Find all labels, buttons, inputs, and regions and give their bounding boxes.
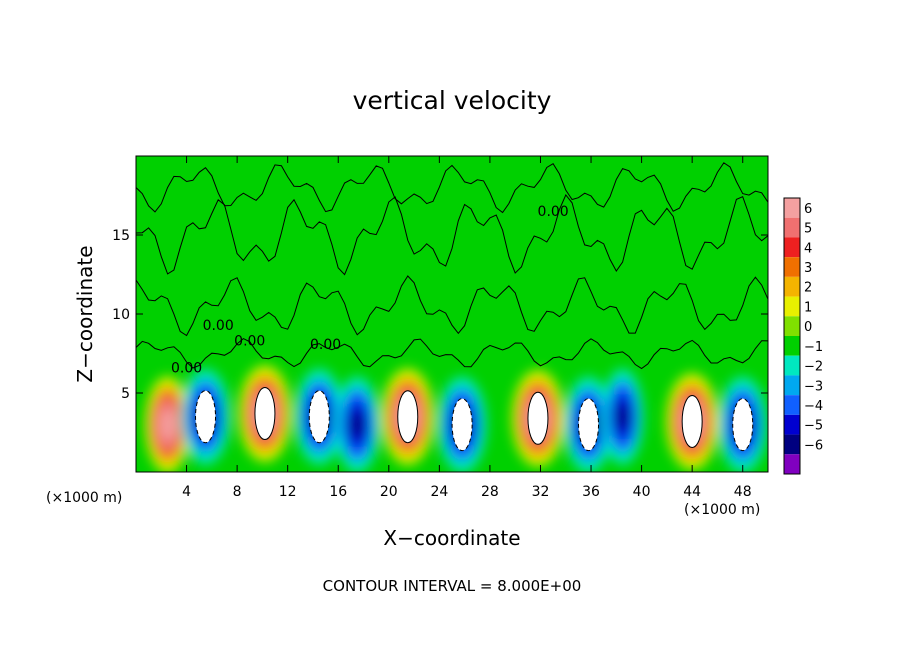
x-tick-label-28: 28 [481,484,499,500]
zero-contour-1 [136,275,768,337]
colorbar-swatch-1 [784,217,800,238]
x-axis-label: X−coordinate [383,526,521,550]
colorbar-swatch-7 [784,336,800,356]
y-tick-label-10: 10 [112,307,130,323]
colorbar-label-5: 1 [804,300,812,315]
colorbar-swatch-5 [784,296,800,317]
chart-title: vertical velocity [352,86,552,115]
colorbar-swatch-3 [784,257,800,277]
colorbar-label-12: −6 [804,438,823,453]
colorbar-swatch-13 [784,454,800,474]
y-tick-label-5: 5 [121,386,130,402]
contour-label-4: 0.00 [538,204,569,220]
contour-labels: 0.000.000.00 0.000.00 [171,204,569,376]
x-unit-label-left: (×1000 m) [46,490,123,506]
x-unit-label-right: (×1000 m) [684,502,761,518]
colorbar-swatch-11 [784,414,800,435]
velocity-cell-core-8 [578,398,600,452]
velocity-cell-core-7 [527,391,549,445]
colorbar-label-10: −4 [804,399,823,414]
colorbar-swatch-4 [784,276,800,297]
x-tick-label-44: 44 [683,484,701,500]
y-tick-label-15: 15 [112,228,130,244]
x-ticks: 4 8 12 16 20 24 28 32 36 40 44 48 [182,156,752,500]
colorbar-label-1: 5 [804,222,812,237]
x-tick-label-24: 24 [430,484,448,500]
colorbar-swatch-2 [784,237,800,258]
zero-contour-3 [136,162,768,214]
velocity-cell-core-2 [254,387,276,441]
colorbar-swatch-10 [784,395,800,415]
x-tick-label-12: 12 [279,484,297,500]
colorbar-swatch-9 [784,375,800,396]
colorbar: 6 5 4 3 2 1 0 −1 −2 −3 −4 −5 −6 [783,197,823,475]
contour-label-0: 0.00 [171,360,202,376]
colorbar-label-9: −3 [804,379,823,394]
contour-lines [136,162,768,452]
colorbar-swatch-12 [784,434,800,455]
velocity-cell-core-11 [732,398,754,452]
velocity-cell-core-1 [195,390,217,444]
velocity-cell-0-band-3 [159,407,176,442]
colorbar-label-11: −5 [804,419,823,434]
colorbar-label-7: −1 [804,340,823,355]
colorbar-frame [783,197,801,475]
colorbar-label-8: −2 [804,360,823,375]
x-tick-label-20: 20 [380,484,398,500]
x-tick-label-8: 8 [233,484,242,500]
zero-contour-0 [136,338,768,370]
colorbar-label-6: 0 [804,320,812,335]
x-tick-label-32: 32 [532,484,550,500]
velocity-cell-9-band-3 [616,402,629,432]
colorbar-swatch-0 [784,198,800,218]
velocity-cell-core-10 [681,394,703,448]
y-ticks: 5 10 15 [112,228,768,402]
colorbar-swatch-8 [784,355,800,376]
zero-contour-2 [136,194,768,276]
x-tick-label-16: 16 [329,484,347,500]
velocity-cell-4-band-3 [350,410,364,439]
x-tick-label-36: 36 [582,484,600,500]
colorbar-label-3: 3 [804,261,812,276]
velocity-cell-core-3 [308,390,330,444]
contour-label-3: 0.00 [310,337,341,353]
contour-label-1: 0.00 [203,318,234,334]
colorbar-label-2: 4 [804,241,812,256]
x-tick-label-48: 48 [734,484,752,500]
colorbar-label-0: 6 [804,202,812,217]
colorbar-swatch-6 [784,316,800,336]
contour-label-2: 0.00 [234,334,265,350]
plot-area: 0.000.000.00 0.000.00 [136,156,768,472]
velocity-cell-core-6 [451,398,473,452]
colorbar-label-4: 2 [804,281,812,296]
velocity-cell-core-5 [397,390,419,444]
x-tick-label-40: 40 [633,484,651,500]
contour-interval-note: CONTOUR INTERVAL = 8.000E+00 [322,577,582,595]
x-tick-label-4: 4 [182,484,191,500]
